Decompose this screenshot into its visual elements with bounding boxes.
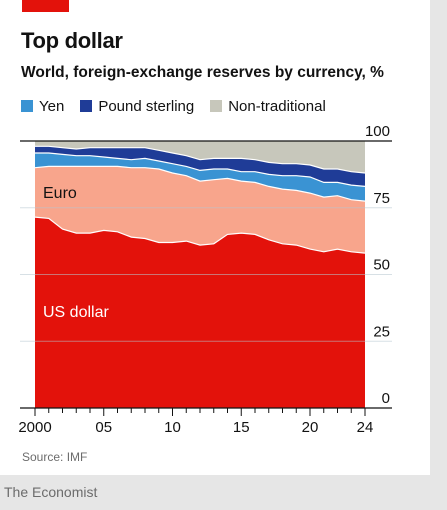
x-tick-label-20: 20 — [302, 419, 319, 436]
series-label-us-dollar: US dollar — [43, 304, 109, 321]
y-tick-label-50: 50 — [373, 257, 390, 274]
y-tick-label-0: 0 — [382, 390, 390, 407]
y-tick-label-75: 75 — [373, 190, 390, 207]
chart-card: Top dollar World, foreign-exchange reser… — [0, 0, 430, 475]
series-label-euro: Euro — [43, 185, 77, 202]
x-tick-label-2000: 2000 — [18, 419, 51, 436]
x-tick-label-24: 24 — [357, 419, 374, 436]
x-tick-label-05: 05 — [95, 419, 112, 436]
x-tick-label-15: 15 — [233, 419, 250, 436]
y-tick-label-25: 25 — [373, 323, 390, 340]
publisher-footer: The Economist — [4, 484, 97, 500]
x-tick-label-10: 10 — [164, 419, 181, 436]
source-note: Source: IMF — [22, 450, 87, 464]
y-tick-label-100: 100 — [365, 123, 390, 140]
chart-plot: 0 25 50 75 100 2000 05 10 15 20 24 US dollar Euro — [0, 0, 430, 475]
